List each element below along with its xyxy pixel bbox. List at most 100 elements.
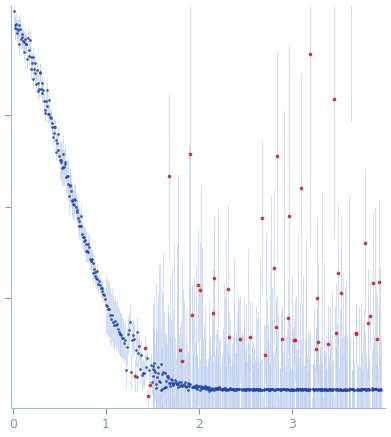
Point xyxy=(269,386,275,393)
Point xyxy=(59,150,66,157)
Point xyxy=(185,387,191,394)
Point xyxy=(267,386,274,393)
Point xyxy=(219,386,226,393)
Point xyxy=(66,193,72,200)
Point xyxy=(340,387,346,394)
Point xyxy=(328,386,335,393)
Point xyxy=(226,385,232,392)
Point xyxy=(307,385,313,392)
Point xyxy=(66,181,73,188)
Point xyxy=(325,386,331,393)
Point xyxy=(75,215,81,222)
Point xyxy=(194,385,200,392)
Point xyxy=(68,187,74,194)
Point xyxy=(108,316,114,323)
Point xyxy=(267,386,273,393)
Point xyxy=(181,379,188,386)
Point xyxy=(24,55,30,62)
Point xyxy=(42,110,48,117)
Point xyxy=(187,380,194,387)
Point xyxy=(33,80,39,87)
Point xyxy=(317,386,324,393)
Point xyxy=(20,38,27,45)
Point xyxy=(161,369,168,376)
Point xyxy=(292,386,299,393)
Point xyxy=(102,296,108,303)
Point xyxy=(375,386,382,393)
Point xyxy=(144,354,150,361)
Point xyxy=(62,160,68,167)
Point xyxy=(291,386,298,393)
Point xyxy=(268,386,274,393)
Point xyxy=(368,386,375,393)
Point xyxy=(250,387,256,394)
Point xyxy=(56,153,62,160)
Point xyxy=(89,255,95,262)
Point xyxy=(103,301,109,308)
Point xyxy=(164,375,170,382)
Point xyxy=(272,386,278,393)
Point xyxy=(301,385,308,392)
Point xyxy=(296,386,303,393)
Point xyxy=(48,115,54,122)
Point xyxy=(76,223,83,230)
Point xyxy=(184,382,190,389)
Point xyxy=(190,384,196,391)
Point xyxy=(120,335,126,342)
Point xyxy=(376,279,382,286)
Point xyxy=(227,384,233,391)
Point xyxy=(63,173,69,180)
Point xyxy=(370,279,377,286)
Point xyxy=(332,330,339,337)
Point xyxy=(371,385,378,392)
Point xyxy=(107,311,113,318)
Point xyxy=(62,158,68,165)
Point xyxy=(327,385,334,392)
Point xyxy=(46,110,52,117)
Point xyxy=(125,331,131,338)
Point xyxy=(43,87,50,94)
Point xyxy=(11,8,17,15)
Point xyxy=(264,386,271,393)
Point xyxy=(254,386,260,393)
Point xyxy=(51,129,57,136)
Point xyxy=(28,66,34,73)
Point xyxy=(253,385,259,392)
Point xyxy=(158,387,164,394)
Point xyxy=(131,336,137,343)
Point xyxy=(155,370,161,377)
Point xyxy=(255,386,261,393)
Point xyxy=(178,382,185,388)
Point xyxy=(104,302,110,309)
Point xyxy=(11,24,18,31)
Point xyxy=(52,136,59,143)
Point xyxy=(279,385,285,392)
Point xyxy=(298,386,305,393)
Point xyxy=(208,386,214,393)
Point xyxy=(300,418,307,425)
Point xyxy=(311,386,317,393)
Point xyxy=(19,30,25,37)
Point xyxy=(197,382,204,389)
Point xyxy=(236,385,242,392)
Point xyxy=(18,34,25,41)
Point xyxy=(288,386,294,393)
Point xyxy=(199,385,205,392)
Point xyxy=(240,386,247,393)
Point xyxy=(292,336,298,343)
Point xyxy=(242,386,248,393)
Point xyxy=(91,268,98,275)
Point xyxy=(14,30,20,37)
Point xyxy=(246,386,253,393)
Point xyxy=(92,272,99,279)
Point xyxy=(72,197,78,204)
Point xyxy=(199,384,206,391)
Point xyxy=(235,386,241,393)
Point xyxy=(222,385,228,392)
Point xyxy=(321,386,327,393)
Point xyxy=(123,366,129,373)
Point xyxy=(168,375,174,382)
Point xyxy=(286,387,292,394)
Point xyxy=(204,385,211,392)
Point xyxy=(160,369,166,376)
